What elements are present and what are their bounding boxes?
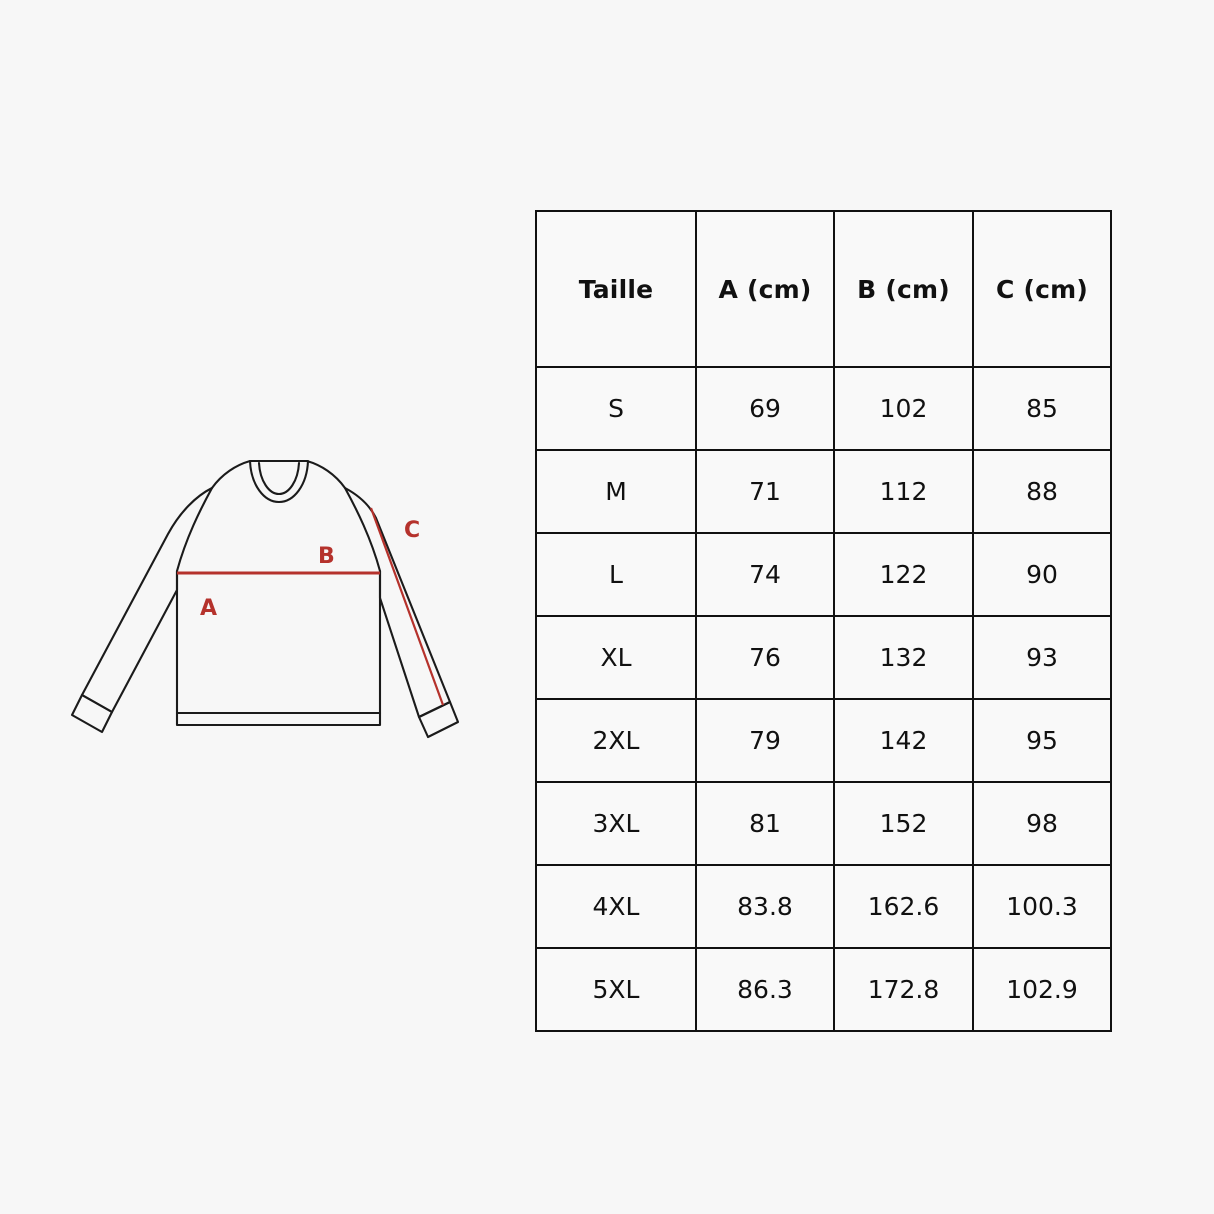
cell-c: 93	[972, 615, 1112, 700]
left-sleeve-group	[70, 486, 214, 734]
cell-size: 4XL	[535, 864, 697, 949]
left-cuff	[70, 693, 114, 734]
column-header-taille: Taille	[535, 210, 697, 368]
size-table-body: S 69 102 85 M 71 112 88 L 74 122 90	[535, 366, 1112, 1032]
measure-label-b: B	[318, 544, 335, 569]
column-header-a: A (cm)	[695, 210, 835, 368]
cell-size: S	[535, 366, 697, 451]
measure-line-c	[369, 507, 445, 706]
cell-a: 76	[695, 615, 835, 700]
sweatshirt-body-outline	[175, 459, 382, 727]
cell-c: 95	[972, 698, 1112, 783]
measure-label-a: A	[200, 596, 217, 621]
left-sleeve-path	[80, 486, 214, 714]
cell-b: 112	[833, 449, 974, 534]
table-row: L 74 122 90	[535, 532, 1112, 617]
cell-size: M	[535, 449, 697, 534]
table-row: 4XL 83.8 162.6 100.3	[535, 864, 1112, 949]
cell-a: 74	[695, 532, 835, 617]
column-header-b: B (cm)	[833, 210, 974, 368]
cell-b: 142	[833, 698, 974, 783]
cell-b: 102	[833, 366, 974, 451]
cell-b: 162.6	[833, 864, 974, 949]
table-row: 3XL 81 152 98	[535, 781, 1112, 866]
size-table-container: Taille A (cm) B (cm) C (cm) S 69 102 85 …	[535, 210, 1112, 1032]
table-row: M 71 112 88	[535, 449, 1112, 534]
cell-c: 100.3	[972, 864, 1112, 949]
cell-c: 98	[972, 781, 1112, 866]
garment-illustration: A B C	[60, 430, 480, 780]
cell-a: 69	[695, 366, 835, 451]
cell-size: 2XL	[535, 698, 697, 783]
cell-b: 172.8	[833, 947, 974, 1032]
cell-a: 86.3	[695, 947, 835, 1032]
right-sleeve-group	[343, 486, 460, 739]
cell-a: 81	[695, 781, 835, 866]
cell-a: 83.8	[695, 864, 835, 949]
table-row: S 69 102 85	[535, 366, 1112, 451]
right-cuff	[417, 700, 460, 739]
cell-b: 132	[833, 615, 974, 700]
cell-c: 85	[972, 366, 1112, 451]
sweatshirt-outline-svg: A B C	[70, 459, 460, 739]
column-header-c: C (cm)	[972, 210, 1112, 368]
cell-c: 102.9	[972, 947, 1112, 1032]
cell-a: 71	[695, 449, 835, 534]
cell-c: 90	[972, 532, 1112, 617]
body-path	[175, 459, 382, 727]
cell-size: 3XL	[535, 781, 697, 866]
collar-inner	[257, 461, 301, 496]
cell-size: XL	[535, 615, 697, 700]
size-table-head: Taille A (cm) B (cm) C (cm)	[535, 210, 1112, 368]
size-table: Taille A (cm) B (cm) C (cm) S 69 102 85 …	[535, 210, 1112, 1032]
cell-c: 88	[972, 449, 1112, 534]
cell-a: 79	[695, 698, 835, 783]
measure-label-c: C	[404, 518, 420, 543]
table-row: 5XL 86.3 172.8 102.9	[535, 947, 1112, 1032]
table-row: 2XL 79 142 95	[535, 698, 1112, 783]
cell-b: 122	[833, 532, 974, 617]
collar-outer	[248, 459, 310, 504]
cell-b: 152	[833, 781, 974, 866]
cell-size: 5XL	[535, 947, 697, 1032]
table-row: XL 76 132 93	[535, 615, 1112, 700]
cell-size: L	[535, 532, 697, 617]
table-header-row: Taille A (cm) B (cm) C (cm)	[535, 210, 1112, 368]
